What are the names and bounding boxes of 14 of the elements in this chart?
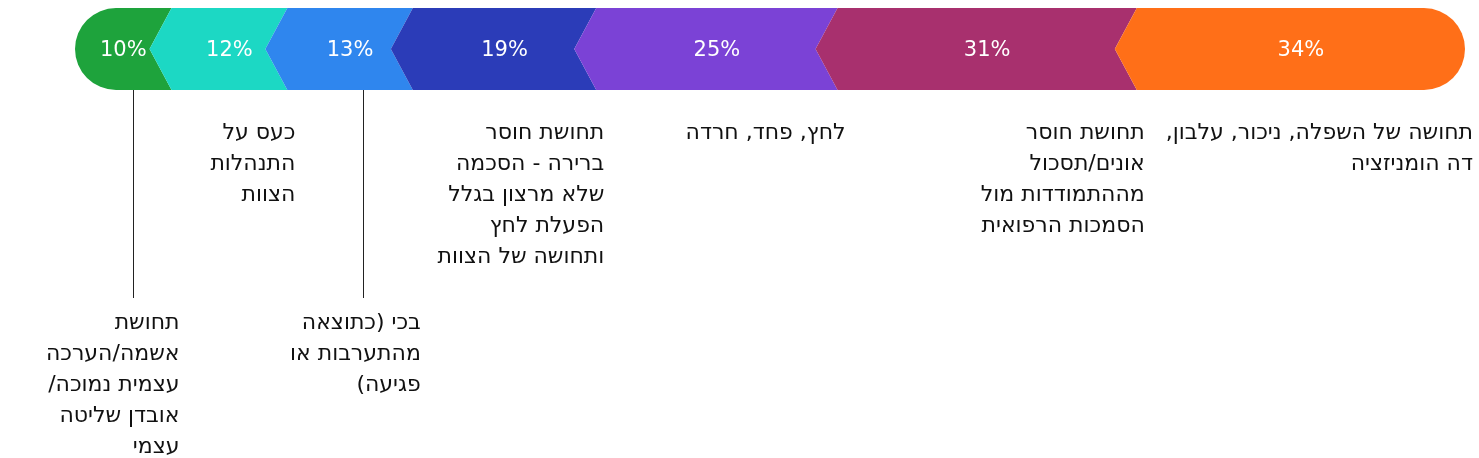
category-label: כעס על התנהלות הצוות <box>209 118 296 208</box>
data-label: 34% <box>1277 37 1325 62</box>
category-label: תחושת אשמה/הערכה עצמית נמוכה/ אובדן שליטה עצמי <box>44 308 180 458</box>
data-label: 13% <box>326 37 374 62</box>
data-label: 10% <box>99 37 147 62</box>
data-label: 19% <box>481 37 528 62</box>
data-label: 31% <box>963 37 1011 62</box>
category-label: תחושה של השפלה, ניכור, עלבון, דה הומניזציה <box>1164 118 1473 177</box>
category-label: לחץ, פחד, חרדה <box>684 118 846 146</box>
data-label: 12% <box>206 37 253 62</box>
category-label: תחושת חוסר אונים/תסכול מההתמודדות מול הסמכות הרפואית <box>979 118 1145 239</box>
data-label: 25% <box>693 37 741 62</box>
category-label: תחושת חוסר ברירה - הסכמה שלא מרצון בגלל הפעלת לחץ ותחושה של הצוות <box>436 118 605 270</box>
category-label: בכי (כתוצאה מהתערבות או פגיעה) <box>289 308 421 398</box>
